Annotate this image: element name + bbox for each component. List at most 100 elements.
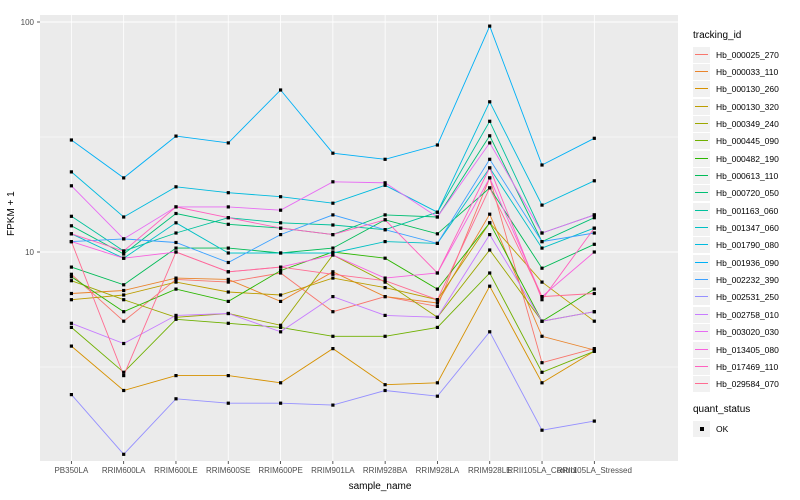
data-point [488,141,492,145]
legend-entry: Hb_001790_080 [693,237,799,254]
data-point [69,138,73,142]
data-point [383,295,387,299]
data-point [488,100,492,104]
data-point [69,184,73,188]
data-point [435,232,439,236]
legend-entry-label: Hb_002531_250 [716,292,779,303]
data-point [122,298,126,302]
data-point [174,240,178,245]
data-point [540,163,544,167]
data-point [592,287,596,291]
x-tick-label: RRII105LA_Control [507,466,577,475]
black-square-point-icon [699,426,704,431]
data-point [488,166,492,170]
data-point [383,240,387,244]
data-point [226,321,230,325]
legend-key-line-icon [695,244,708,246]
legend-key [693,358,710,375]
data-point [279,381,283,385]
data-point [69,321,73,325]
legend-entry-label: Hb_001936_090 [716,257,779,268]
legend-key-line-icon [695,123,708,125]
data-point [226,401,230,405]
x-tick-label: RRIM600LE [154,466,198,475]
data-point [279,299,283,303]
legend-key-line-icon [695,53,708,55]
legend-entry-label: Hb_000130_320 [716,101,779,112]
y-tick-label: 100 [21,18,35,27]
data-point [435,315,439,319]
data-point [331,403,335,407]
legend-entry: Hb_000033_110 [693,63,799,81]
data-point [592,319,596,323]
data-point [488,176,492,180]
data-point [69,279,73,283]
data-point [69,265,73,269]
data-point [540,246,544,250]
data-point [383,218,387,222]
legend-entry: Hb_001347_060 [693,219,799,237]
legend-entry: Hb_000613_110 [693,167,799,185]
x-tick-label: RRIM600LA [102,466,146,475]
data-point [226,251,230,255]
data-point [279,271,283,275]
data-point [279,88,283,92]
data-point [540,266,544,270]
legend-key-line-icon [695,227,708,229]
data-point [435,210,439,214]
legend-entry: Hb_000130_320 [693,98,799,115]
data-point [435,298,439,302]
data-point [383,213,387,217]
x-tick-label: RRIM600PE [258,466,302,475]
data-point [69,275,73,279]
legend-key-line-icon [695,192,708,194]
data-point [122,237,126,241]
data-point [279,208,283,212]
legend-key [693,272,710,289]
data-point [226,311,230,316]
data-point [69,344,73,348]
legend-entry-label: Hb_000033_110 [716,67,779,78]
data-point [174,205,178,209]
data-point [488,221,492,225]
data-point [540,370,544,374]
data-point [331,253,335,257]
data-point [174,246,178,250]
legend-entry-label: Hb_029584_070 [716,379,779,390]
data-point [226,205,230,209]
data-point [279,251,283,255]
data-point [226,290,230,294]
legend-key-line-icon [695,365,708,367]
legend-key [693,81,710,98]
data-point [592,349,596,353]
legend-entry: Hb_000130_260 [693,81,799,98]
legend-entry-label: Hb_000025_270 [716,49,779,60]
data-point [331,213,335,217]
data-point [331,246,335,250]
data-point [540,295,544,299]
data-point [122,452,126,456]
data-point [488,233,492,237]
legend-key [693,116,710,133]
legend-entry: Hb_002232_390 [693,271,799,289]
data-point [435,304,439,308]
data-point [69,325,73,329]
data-point [279,221,283,225]
legend-entry-label: Hb_017469_110 [716,361,779,372]
legend-entry: Hb_000720_050 [693,185,799,202]
data-point [331,334,335,338]
legend-key-line-icon [695,175,708,177]
legend-key-line-icon [695,348,708,350]
data-point [279,401,283,405]
data-point [592,216,596,220]
data-point [488,157,492,161]
data-point [488,248,492,252]
data-point [383,286,387,290]
legend-key [693,341,710,358]
legend-entry-label: Hb_000482_190 [716,153,779,164]
data-point [383,276,387,280]
legend-entry: Hb_003020_030 [693,324,799,341]
data-point [174,211,178,216]
data-point [226,299,230,303]
data-point [540,361,544,365]
